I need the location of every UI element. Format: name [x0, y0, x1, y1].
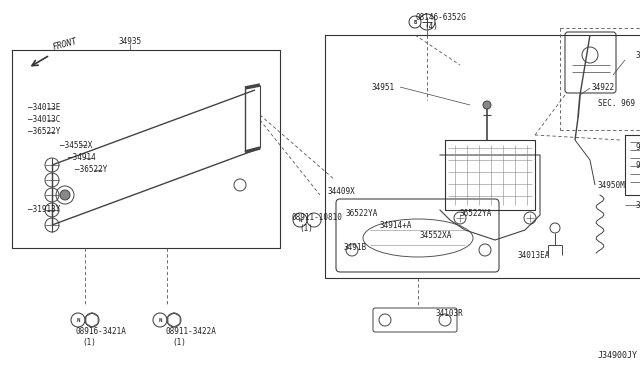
Text: 36522YA: 36522YA	[460, 208, 492, 218]
Text: 34935: 34935	[118, 38, 141, 46]
Text: 34910: 34910	[635, 51, 640, 60]
Circle shape	[293, 213, 307, 227]
Text: —36522Y: —36522Y	[75, 166, 108, 174]
Text: 08146-6352G: 08146-6352G	[416, 13, 467, 22]
Text: —31913Y: —31913Y	[28, 205, 60, 215]
Text: —34552X: —34552X	[60, 141, 92, 150]
Text: N: N	[298, 218, 301, 222]
Text: 34922: 34922	[592, 83, 615, 93]
Text: 34103R: 34103R	[435, 308, 463, 317]
Text: N: N	[76, 317, 79, 323]
Text: 08911-10810: 08911-10810	[292, 214, 343, 222]
Text: —36522Y: —36522Y	[28, 128, 60, 137]
Text: 34409X: 34409X	[328, 187, 356, 196]
Text: —34914: —34914	[68, 154, 96, 163]
Text: 34552XA: 34552XA	[420, 231, 452, 240]
Circle shape	[153, 313, 167, 327]
Text: —34013C: —34013C	[28, 115, 60, 125]
Text: (1): (1)	[299, 224, 313, 232]
Text: N: N	[158, 317, 162, 323]
Text: 08916-3421A: 08916-3421A	[75, 327, 126, 337]
Text: 34951: 34951	[372, 83, 395, 92]
Text: 34013EA: 34013EA	[518, 250, 550, 260]
Text: SEC. 969: SEC. 969	[598, 99, 635, 108]
Circle shape	[483, 101, 491, 109]
Text: (4): (4)	[424, 22, 438, 32]
Text: B: B	[413, 19, 417, 25]
Text: 96997R: 96997R	[635, 142, 640, 151]
Text: 3491B: 3491B	[343, 244, 366, 253]
Text: (1): (1)	[172, 337, 186, 346]
Text: 96940Y: 96940Y	[635, 160, 640, 170]
Text: 34914+A: 34914+A	[380, 221, 412, 230]
Circle shape	[60, 190, 70, 200]
Text: (1): (1)	[82, 337, 96, 346]
Text: 34950M: 34950M	[598, 180, 626, 189]
Text: 36522YA: 36522YA	[345, 208, 378, 218]
Circle shape	[71, 313, 85, 327]
Text: 08911-3422A: 08911-3422A	[165, 327, 216, 337]
Text: J34900JY: J34900JY	[598, 350, 638, 359]
Text: FRONT: FRONT	[52, 37, 79, 52]
Text: —34013E: —34013E	[28, 103, 60, 112]
Text: 34902: 34902	[635, 201, 640, 209]
Circle shape	[409, 16, 421, 28]
